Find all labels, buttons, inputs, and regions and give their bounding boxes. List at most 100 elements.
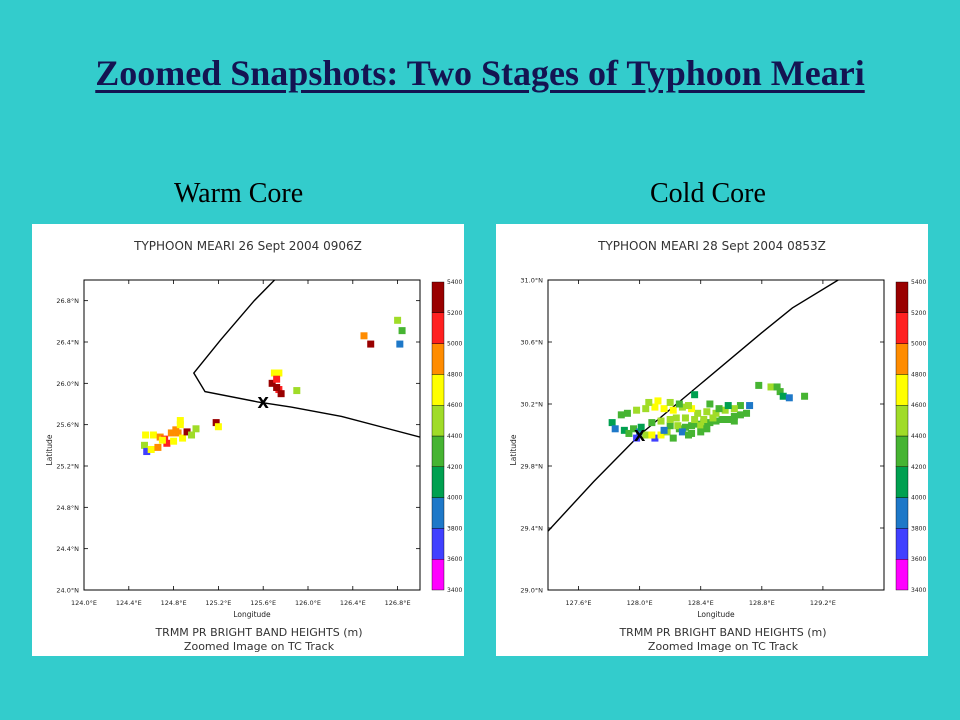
colorbar-label: 4200 [447,464,462,471]
storm-track-line [548,280,839,532]
bright-band-point [270,369,278,377]
bright-band-point [154,443,162,451]
bright-band-point [681,414,689,422]
y-tick-label: 24.8°N [56,504,79,512]
colorbar-label: 5000 [447,341,462,348]
bright-band-point [685,431,693,439]
bright-band-point [712,409,720,417]
colorbar-swatch [895,559,909,591]
bright-band-point [691,391,699,399]
bright-band-point [212,419,220,427]
bright-band-point [736,411,744,419]
bright-band-point [617,411,625,419]
bright-band-point [779,392,787,400]
colorbar-swatch [895,466,909,498]
colorbar-label: 4600 [447,402,462,409]
colorbar-label: 5200 [447,310,462,317]
chart-footer-line1: TRMM PR BRIGHT BAND HEIGHTS (m) [154,626,362,639]
bright-band-point [709,414,717,422]
colorbar-label: 5400 [447,279,462,286]
bright-band-point [773,383,781,391]
bright-band-point [685,402,693,410]
bright-band-point [743,409,751,417]
chart-footer-line1: TRMM PR BRIGHT BAND HEIGHTS (m) [618,626,826,639]
bright-band-point [642,431,650,439]
warm-core-chart-panel: TYPHOON MEARI 26 Sept 2004 0906Z X 124.0°E… [32,224,464,656]
colorbar-label: 5200 [911,310,926,317]
colorbar-label: 3400 [911,587,926,594]
colorbar-swatch [895,497,909,529]
bright-band-point [718,416,726,423]
y-tick-label: 25.6°N [56,421,79,429]
x-tick-label: 124.8°E [161,599,187,607]
y-tick-label: 29.8°N [520,463,543,471]
y-tick-label: 29.0°N [520,587,543,595]
colorbar-swatch [895,435,909,467]
y-tick-label: 24.4°N [56,545,79,553]
colorbar-label: 3400 [447,587,462,594]
cold-core-label: Cold Core [650,178,766,209]
bright-band-point [637,423,645,431]
colorbar-swatch [431,466,445,498]
warm-core-chart: TYPHOON MEARI 26 Sept 2004 0906Z X 124.0°E… [45,239,462,653]
bright-band-point [730,412,738,420]
colorbar-label: 4400 [447,433,462,440]
y-axis-label: Latitude [45,434,54,465]
cold-core-chart: TYPHOON MEARI 28 Sept 2004 0853Z X 127.6°E… [509,239,926,653]
x-tick-label: 127.6°E [566,599,592,607]
bright-band-point [188,431,196,439]
bright-band-point [703,425,711,433]
bright-band-point [674,422,682,430]
bright-band-point [648,419,656,427]
chart-title: TYPHOON MEARI 28 Sept 2004 0853Z [597,239,826,253]
bright-band-point [142,431,150,439]
bright-band-point [633,434,641,442]
colorbar-swatch [895,343,909,375]
bright-band-point [697,422,705,430]
colorbar-swatch [431,435,445,467]
bright-band-point [691,416,699,423]
x-tick-label: 128.4°E [688,599,714,607]
bright-band-point [611,425,619,433]
colorbar-label: 3800 [447,525,462,532]
bright-band-point [170,437,178,445]
colorbar-label: 3800 [911,525,926,532]
x-tick-label: 126.4°E [340,599,366,607]
bright-band-point [666,422,674,430]
bright-band-point [273,383,281,391]
bright-band-point [681,423,689,431]
bright-band-point [273,375,281,383]
y-tick-label: 26.8°N [56,297,79,305]
bright-band-point [360,332,368,340]
bright-band-point [715,405,723,413]
bright-band-point [176,417,184,425]
bright-band-point [214,423,222,431]
bright-band-point [730,417,738,425]
y-tick-label: 30.2°N [520,401,543,409]
chart-footer-line2: Zoomed Image on TC Track [648,640,799,653]
colorbar-swatch [431,497,445,529]
bright-band-point [293,387,301,395]
cold-core-chart-panel: TYPHOON MEARI 28 Sept 2004 0853Z X 127.6°E… [496,224,928,656]
y-tick-label: 26.4°N [56,339,79,347]
x-tick-label: 126.0°E [295,599,321,607]
colorbar-label: 5400 [911,279,926,286]
bright-band-point [697,428,705,436]
bright-band-point [730,405,738,413]
bright-band-point [147,445,155,453]
bright-band-point [633,406,641,414]
colorbar-label: 3600 [911,556,926,563]
colorbar-label: 4800 [911,371,926,378]
colorbar-swatch [431,374,445,406]
bright-band-point [746,402,754,410]
bright-band-point [367,340,375,348]
colorbar-swatch [895,374,909,406]
plot-frame [547,279,885,591]
colorbar-label: 4400 [911,433,926,440]
colorbar-label: 4600 [911,402,926,409]
y-tick-label: 25.2°N [56,463,79,471]
colorbar-swatch [431,281,445,313]
bright-band-point [140,441,148,449]
x-tick-label: 126.8°E [385,599,411,607]
storm-center-marker: X [634,427,646,445]
